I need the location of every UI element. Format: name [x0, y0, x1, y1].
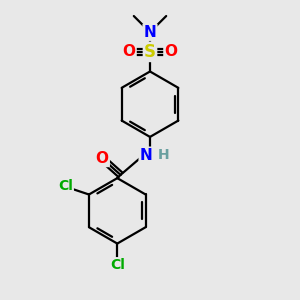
Text: Cl: Cl — [110, 258, 125, 272]
Text: O: O — [123, 44, 136, 59]
Text: N: N — [144, 25, 156, 40]
Text: S: S — [144, 43, 156, 61]
Text: H: H — [158, 148, 170, 162]
Text: N: N — [140, 148, 152, 163]
Text: O: O — [96, 151, 109, 166]
Text: Cl: Cl — [58, 179, 73, 193]
Text: O: O — [164, 44, 177, 59]
